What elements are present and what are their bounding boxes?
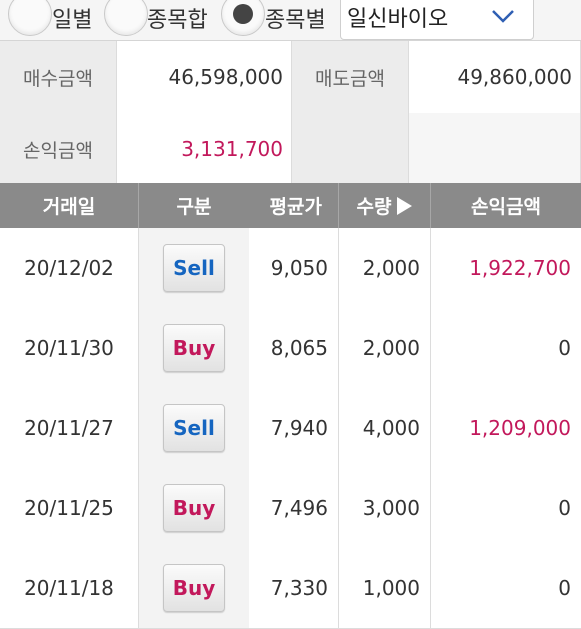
- buy-amount-value: 46,598,000: [117, 41, 292, 113]
- radio-selected-dot: [233, 4, 253, 24]
- row-avg-price: 9,050: [249, 228, 339, 308]
- header-avg-price[interactable]: 평균가: [249, 183, 339, 228]
- row-avg-price: 7,496: [249, 468, 339, 548]
- row-pl: 1,922,700: [469, 256, 571, 280]
- header-qty[interactable]: 수량: [339, 183, 431, 228]
- row-date: 20/11/18: [0, 548, 139, 628]
- table-row[interactable]: 20/11/30 Buy 8,065 2,000 0: [0, 308, 581, 389]
- row-type-cell: Buy: [139, 548, 249, 628]
- sell-button[interactable]: Sell: [163, 404, 225, 452]
- table-row[interactable]: 20/11/25 Buy 7,496 3,000 0: [0, 468, 581, 549]
- sell-amount-label: 매도금액: [292, 41, 409, 113]
- buy-amount-label: 매수금액: [0, 41, 117, 113]
- row-pl: 1,209,000: [469, 416, 571, 440]
- row-avg-price: 7,940: [249, 388, 339, 468]
- buy-button[interactable]: Buy: [163, 484, 225, 532]
- row-pl: 0: [558, 336, 571, 360]
- row-date: 20/11/27: [0, 388, 139, 468]
- row-avg-price: 7,330: [249, 548, 339, 628]
- row-qty: 2,000: [339, 228, 431, 308]
- row-qty: 3,000: [339, 468, 431, 548]
- row-type-cell: Sell: [139, 228, 249, 308]
- row-pl: 0: [558, 576, 571, 600]
- row-date: 20/12/02: [0, 228, 139, 308]
- table-row[interactable]: 20/11/27 Sell 7,940 4,000 1,209,000: [0, 388, 581, 469]
- row-pl: 0: [558, 496, 571, 520]
- radio-by-stock-label[interactable]: 종목별: [265, 8, 326, 33]
- chevron-down-icon: [492, 10, 514, 23]
- play-arrow-icon[interactable]: [397, 196, 413, 215]
- header-qty-label: 수량: [356, 196, 392, 218]
- radio-stock-sum-label[interactable]: 종목합: [147, 8, 208, 33]
- empty-value-cell: [409, 113, 581, 185]
- radio-daily[interactable]: [8, 0, 52, 36]
- pl-value: 3,131,700: [117, 113, 292, 185]
- row-qty: 1,000: [339, 548, 431, 628]
- row-qty: 4,000: [339, 388, 431, 468]
- header-type[interactable]: 구분: [176, 196, 212, 218]
- stock-select-value: 일신바이오: [347, 7, 449, 32]
- row-type-cell: Sell: [139, 388, 249, 468]
- header-date[interactable]: 거래일: [0, 183, 139, 228]
- summary-row-pl: 손익금액 3,131,700: [0, 113, 581, 185]
- buy-button[interactable]: Buy: [163, 324, 225, 372]
- stock-select[interactable]: 일신바이오: [340, 0, 534, 40]
- filter-bar: 일별 종목합 종목별 일신바이오: [0, 0, 581, 41]
- sell-button[interactable]: Sell: [163, 244, 225, 292]
- sell-amount-value: 49,860,000: [409, 41, 581, 113]
- summary-row-amounts: 매수금액 46,598,000 매도금액 49,860,000: [0, 41, 581, 114]
- buy-button[interactable]: Buy: [163, 564, 225, 612]
- header-pl[interactable]: 손익금액: [471, 196, 541, 218]
- table-row[interactable]: 20/12/02 Sell 9,050 2,000 1,922,700: [0, 228, 581, 309]
- row-avg-price: 8,065: [249, 308, 339, 388]
- row-type-cell: Buy: [139, 468, 249, 548]
- table-header: 거래일 구분 평균가 수량 손익금액: [0, 183, 581, 228]
- row-date: 20/11/30: [0, 308, 139, 388]
- table-row[interactable]: 20/11/18 Buy 7,330 1,000 0: [0, 548, 581, 629]
- radio-daily-label[interactable]: 일별: [52, 8, 93, 33]
- radio-stock-sum[interactable]: [104, 0, 148, 36]
- empty-label-cell: [292, 113, 409, 185]
- pl-label: 손익금액: [0, 113, 117, 185]
- row-date: 20/11/25: [0, 468, 139, 548]
- radio-by-stock[interactable]: [221, 0, 265, 36]
- row-type-cell: Buy: [139, 308, 249, 388]
- row-qty: 2,000: [339, 308, 431, 388]
